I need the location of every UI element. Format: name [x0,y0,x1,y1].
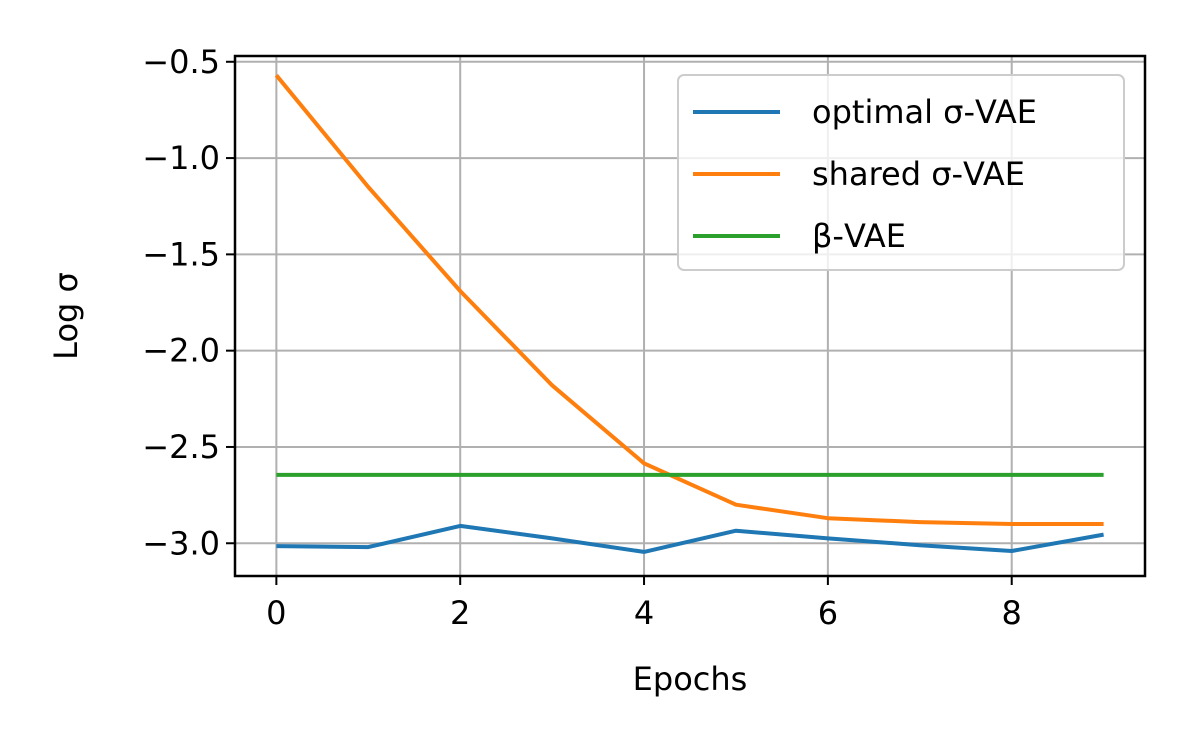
series-line-2 [274,74,1104,526]
series-line-1 [276,523,1104,554]
y-tick-label: −2.5 [142,428,220,466]
x-tick-label: 2 [450,594,470,632]
series-lines [274,74,1104,554]
y-tick-label: −1.5 [142,235,220,273]
x-tick-label: 8 [1002,594,1022,632]
legend-box [677,74,1125,271]
legend-items: optimal σ-VAE shared σ-VAE β-VAE [693,93,1037,255]
legend-label: optimal σ-VAE [812,93,1037,131]
y-axis-label: Log σ [47,272,85,360]
x-tick-label: 6 [818,594,838,632]
y-tick-label: −2.0 [142,332,220,370]
plot-frame [233,54,1147,578]
legend-label: β-VAE [812,217,906,255]
legend-label: shared σ-VAE [812,155,1025,193]
x-axis-label: Epochs [633,660,748,698]
x-tick-label: 4 [634,594,654,632]
legend: optimal σ-VAE shared σ-VAE β-VAE [677,74,1125,271]
y-tick-label: −0.5 [142,43,220,81]
y-tick-label: −3.0 [142,524,220,562]
x-tick-label: 0 [266,594,286,632]
y-tick-label: −1.0 [142,139,220,177]
axis-ticks: 0 2 4 6 8 −0.5 −1.0 −1.5 −2.0 −2.5 −3.0 [142,43,1022,632]
